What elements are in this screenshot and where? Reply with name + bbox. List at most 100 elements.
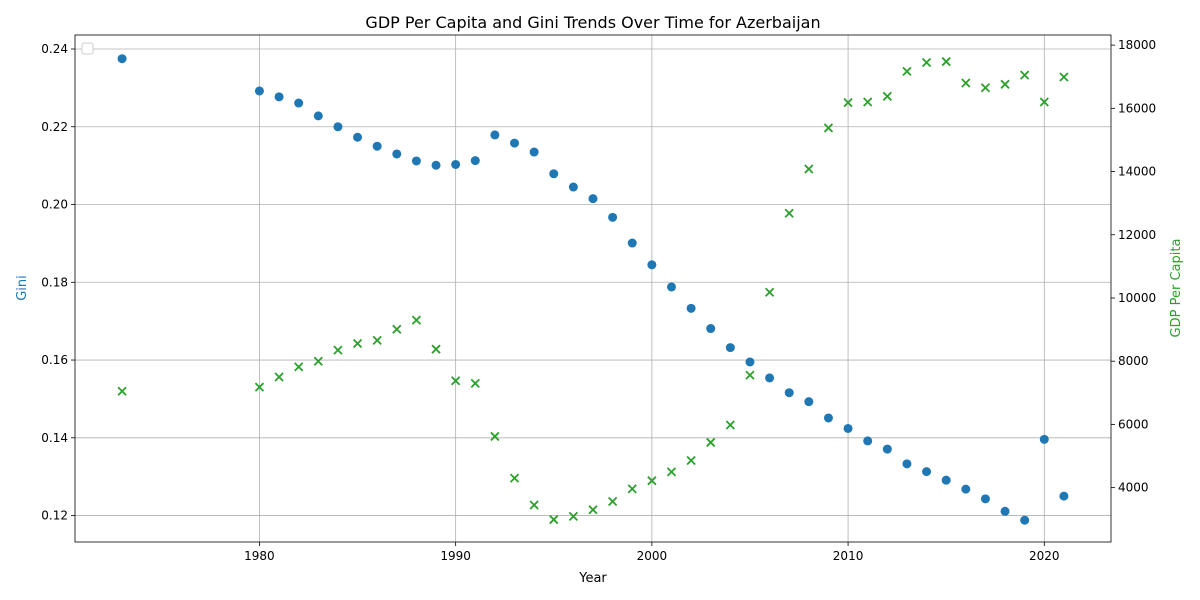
y-right-tick-label: 16000 <box>1118 101 1156 115</box>
gdp-point <box>117 386 127 396</box>
gdp-point <box>882 91 892 101</box>
gini-point <box>882 444 892 454</box>
grid <box>75 35 1111 542</box>
y-left-axis-label: Gini <box>15 275 30 301</box>
gdp-point <box>863 97 873 107</box>
gini-point <box>411 156 421 166</box>
y-right-tick-label: 14000 <box>1118 165 1156 179</box>
y-right-tick-label: 18000 <box>1118 38 1156 52</box>
gini-point <box>1039 434 1049 444</box>
gini-point <box>254 86 264 96</box>
gdp-point <box>333 345 343 355</box>
gini-point <box>588 194 598 204</box>
gini-point <box>1059 491 1069 501</box>
gdp-point <box>294 362 304 372</box>
y-right-tick-label: 8000 <box>1118 354 1149 368</box>
gini-point <box>1000 506 1010 516</box>
gdp-point <box>1059 72 1069 82</box>
gini-point <box>1020 515 1030 525</box>
legend-box <box>81 42 94 55</box>
y-right-tick-label: 12000 <box>1118 228 1156 242</box>
y-right-tick-label: 10000 <box>1118 291 1156 305</box>
gdp-point <box>961 78 971 88</box>
gdp-point <box>568 511 579 522</box>
gdp-point <box>725 420 735 430</box>
y-right-axis-label: GDP Per Capita <box>1169 239 1184 338</box>
gdp-point <box>352 338 363 349</box>
gdp-point <box>470 378 480 388</box>
gini-point <box>392 149 402 159</box>
gdp-point <box>764 287 775 297</box>
gdp-point <box>706 437 716 448</box>
gdp-point <box>588 505 598 515</box>
gini-point <box>510 138 520 148</box>
gdp-point <box>745 370 755 380</box>
y-left-tick-label: 0.12 <box>41 509 68 523</box>
gdp-point <box>627 484 637 494</box>
gdp-point <box>686 455 696 466</box>
gdp-point <box>529 500 539 510</box>
gdp-point <box>823 123 834 133</box>
y-left-tick-label: 0.16 <box>41 353 68 367</box>
gini-point <box>117 54 127 64</box>
gdp-point <box>411 315 422 325</box>
y-right-tick-label: 4000 <box>1118 481 1149 495</box>
axes: 1980 1990 2000 2010 2020 0.12 0.14 0.16 0.18 0.20… <box>41 38 1156 563</box>
y-left-tick-label: 0.22 <box>41 120 68 134</box>
x-tick-label: 2010 <box>833 549 864 563</box>
chart-title: GDP Per Capita and Gini Trends Over Time… <box>365 13 820 32</box>
gini-point <box>627 238 637 248</box>
plot-frame <box>74 34 1112 543</box>
gdp-point <box>843 98 853 108</box>
gini-point <box>980 494 990 504</box>
gdp-point <box>921 57 932 68</box>
gini-point <box>686 303 696 313</box>
gdp-point <box>980 83 991 93</box>
x-tick-label: 1990 <box>440 549 471 563</box>
x-tick-label: 1980 <box>244 549 275 563</box>
gini-point <box>823 413 833 423</box>
gdp-point <box>509 473 520 483</box>
gini-point <box>353 132 363 142</box>
gdp-point <box>804 164 814 174</box>
gdp-point <box>372 335 382 345</box>
gini-point <box>666 282 676 292</box>
gdp-point <box>666 467 677 477</box>
gdp-point <box>549 514 559 525</box>
gini-point <box>804 397 814 407</box>
gini-point <box>608 212 618 222</box>
gini-point <box>431 160 441 170</box>
y-left-tick-label: 0.14 <box>41 431 68 445</box>
gdp-point <box>1039 97 1049 107</box>
gini-point <box>274 92 284 102</box>
gini-point <box>725 343 735 353</box>
gini-point <box>313 111 323 121</box>
gini-point <box>765 373 775 383</box>
gdp-point <box>1020 70 1030 80</box>
gdp-point <box>313 356 323 366</box>
gini-point <box>863 436 873 446</box>
gini-point <box>529 147 539 157</box>
gini-point <box>294 98 304 108</box>
x-tick-label: 2000 <box>637 549 668 563</box>
gini-point <box>568 182 578 192</box>
gini-point <box>333 122 343 132</box>
gdp-point <box>647 476 657 486</box>
gini-point <box>490 130 500 140</box>
data-marks <box>117 54 1069 525</box>
gini-point <box>941 475 951 485</box>
gini-point <box>372 141 382 151</box>
x-tick-label: 2020 <box>1029 549 1060 563</box>
y-right-tick-label: 6000 <box>1118 417 1149 431</box>
gini-point <box>922 467 932 477</box>
gini-point <box>470 156 480 166</box>
gini-point <box>961 484 971 494</box>
gdp-point <box>902 66 912 76</box>
gdp-point <box>274 372 284 382</box>
y-left-tick-label: 0.18 <box>41 275 68 289</box>
gini-point <box>647 260 657 270</box>
gdp-point <box>431 344 441 354</box>
gini-point <box>706 324 716 334</box>
y-left-tick-label: 0.20 <box>41 198 68 212</box>
